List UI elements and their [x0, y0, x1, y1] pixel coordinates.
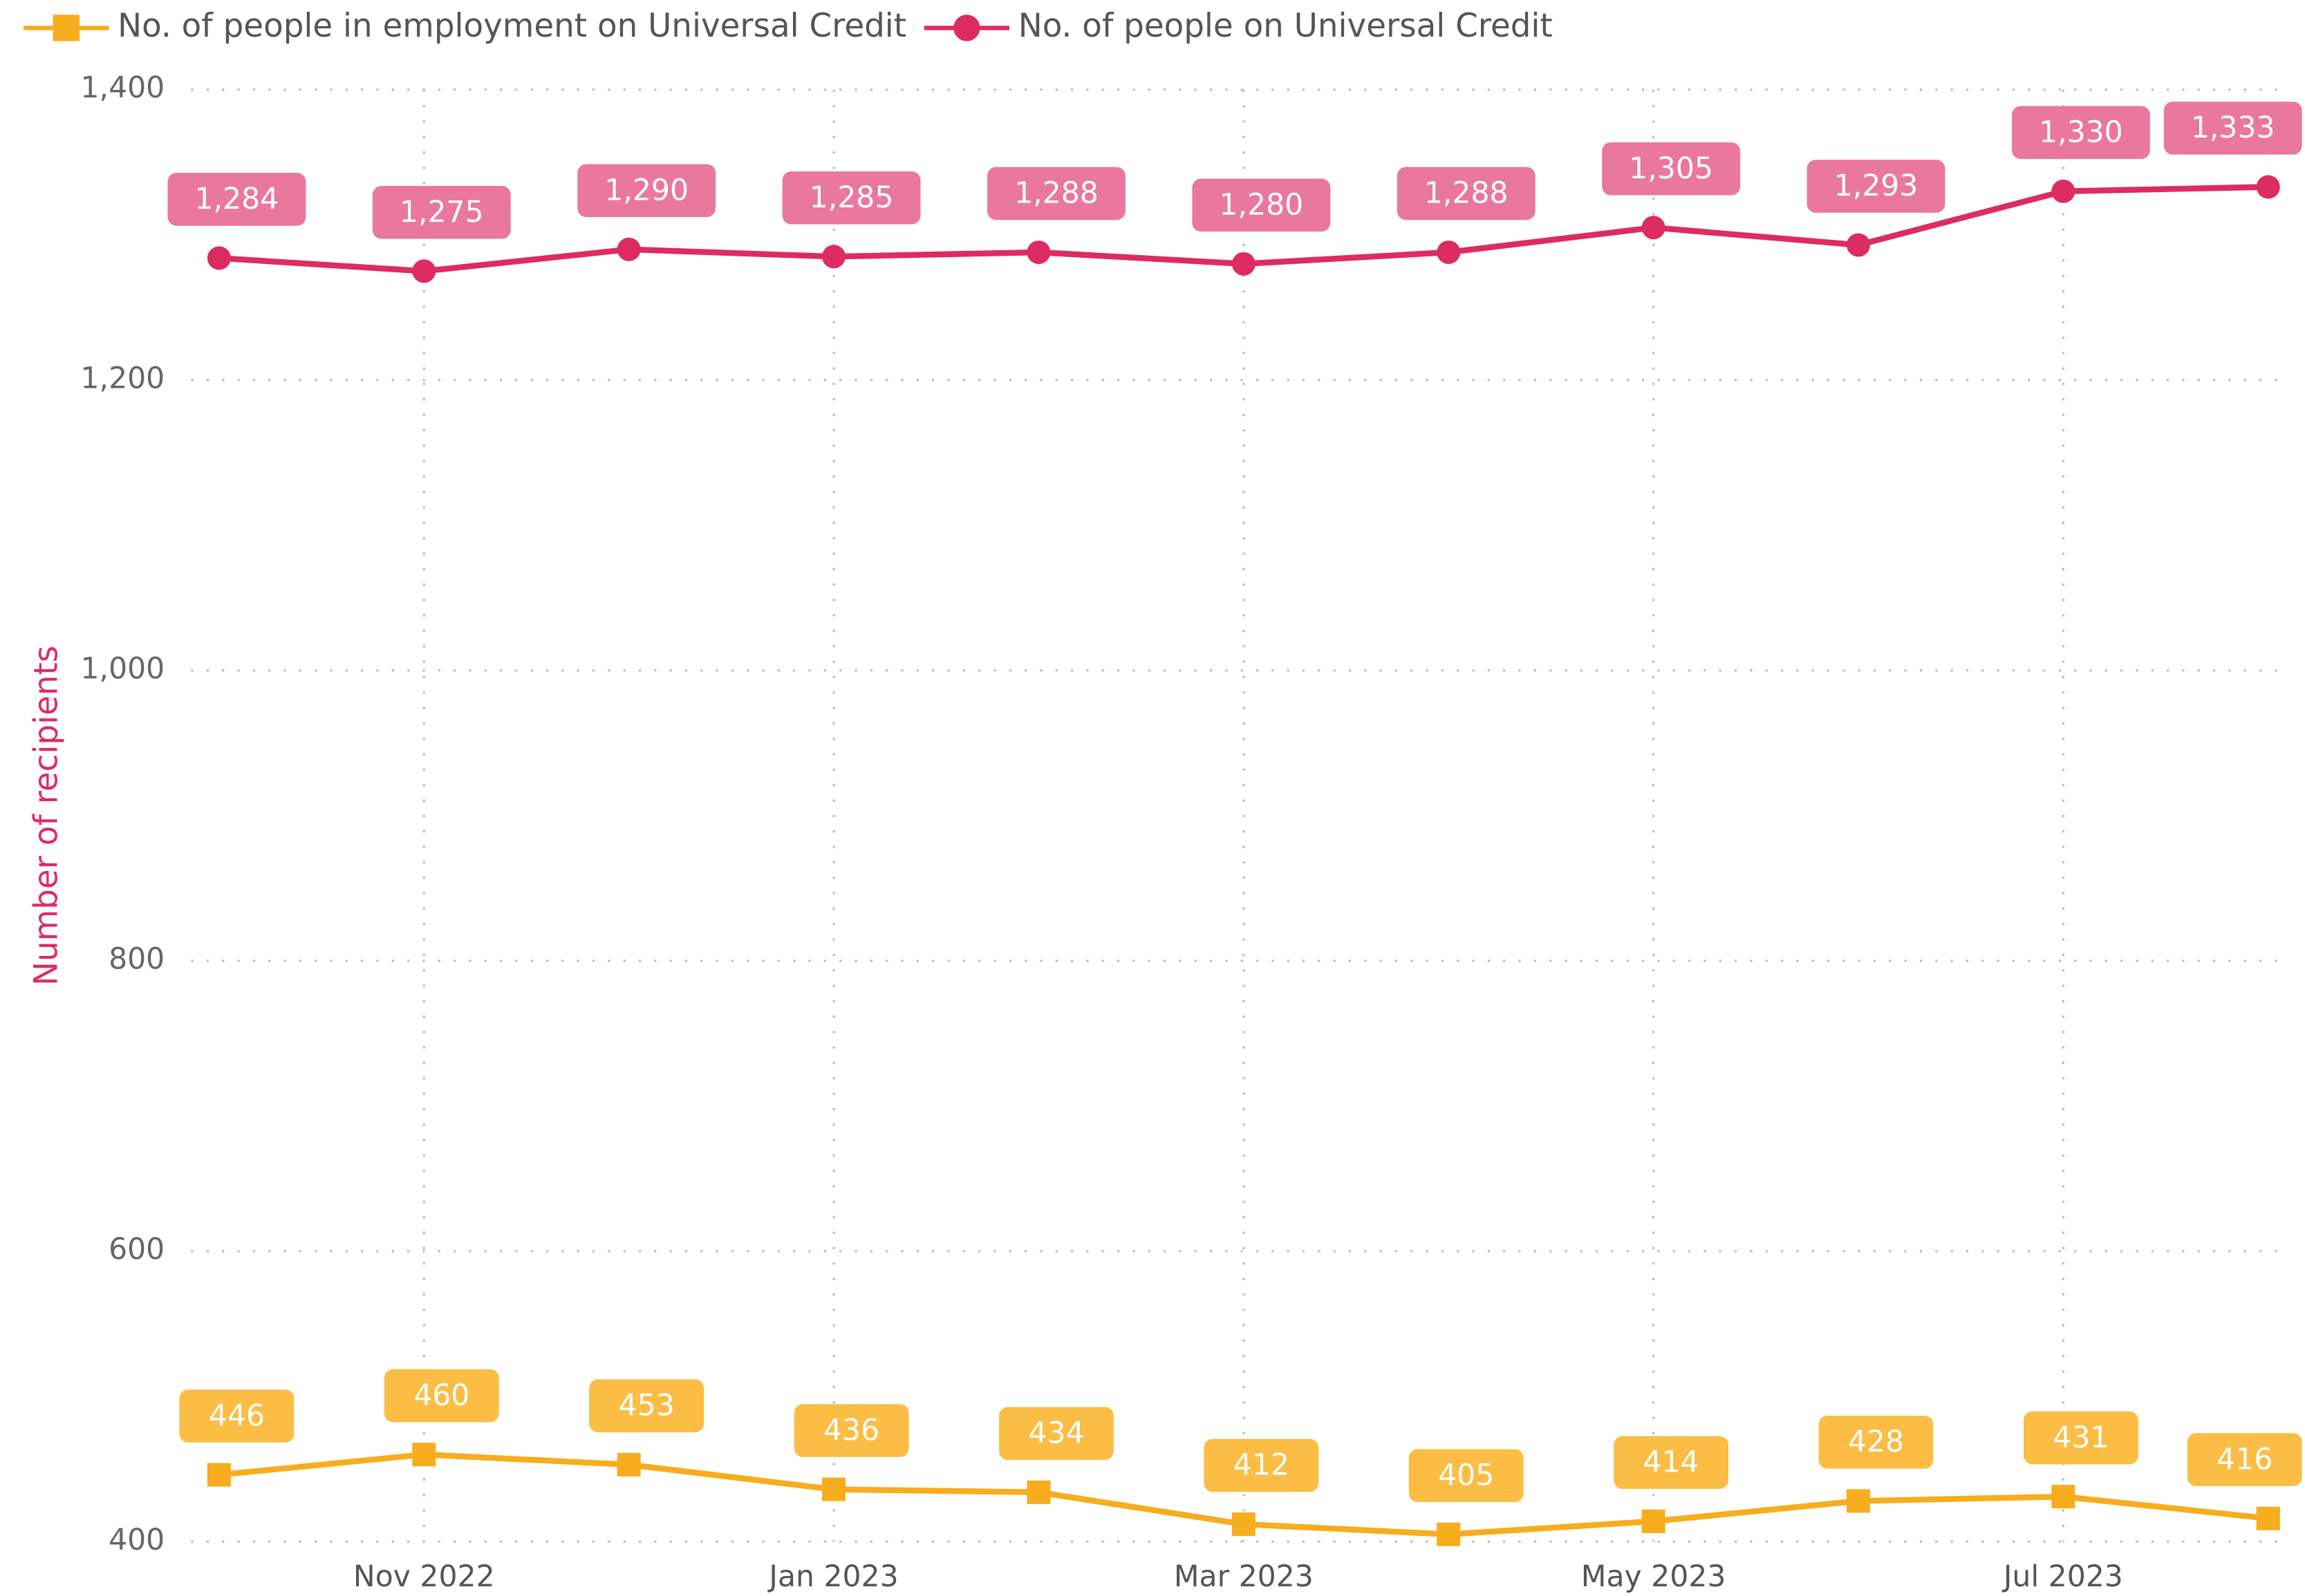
data-label: 1,288 [1014, 177, 1099, 211]
point [2256, 1506, 2280, 1530]
data-label-box [987, 167, 1126, 220]
data-label-box [1602, 142, 1741, 196]
point [1027, 1480, 1051, 1504]
x-tick-label: Nov 2022 [353, 1560, 495, 1594]
legend-label: No. of people on Universal Credit [1018, 8, 1553, 45]
data-label-box [999, 1407, 1114, 1461]
point [1027, 240, 1051, 264]
data-label: 412 [1233, 1449, 1289, 1483]
point [1437, 1522, 1461, 1546]
data-label-box [1204, 1438, 1319, 1492]
point [207, 246, 231, 270]
data-label: 416 [2217, 1443, 2273, 1476]
point [822, 245, 846, 269]
point [617, 1452, 641, 1477]
y-tick-label: 1,200 [81, 362, 165, 395]
data-label: 428 [1848, 1425, 1904, 1459]
data-label-box [1807, 160, 1945, 213]
data-label: 414 [1643, 1446, 1699, 1480]
data-label: 1,293 [1834, 169, 1919, 203]
data-label: 431 [2053, 1421, 2109, 1455]
data-label-box [589, 1379, 704, 1433]
point [2256, 175, 2280, 199]
y-axis-label: Number of recipients [28, 646, 66, 986]
data-label: 1,330 [2039, 115, 2123, 149]
data-label: 1,333 [2191, 111, 2275, 145]
data-label-box [1818, 1416, 1934, 1469]
data-label: 453 [619, 1389, 675, 1423]
data-label-box [384, 1369, 499, 1423]
data-label: 1,275 [400, 196, 484, 229]
data-label-box [167, 173, 306, 226]
legend-marker [953, 15, 980, 41]
point [2051, 179, 2075, 203]
y-tick-label: 1,000 [81, 652, 165, 686]
point [1846, 1489, 1870, 1513]
x-tick-label: Jan 2023 [767, 1560, 898, 1594]
data-label: 436 [823, 1414, 879, 1447]
y-tick-label: 800 [109, 943, 165, 977]
data-label: 434 [1028, 1416, 1084, 1450]
data-label-box [2187, 1433, 2302, 1486]
y-tick-label: 400 [109, 1523, 165, 1557]
x-tick-label: Mar 2023 [1174, 1560, 1314, 1594]
data-label: 1,305 [1629, 152, 1713, 186]
data-label-box [1408, 1449, 1524, 1503]
x-tick-label: May 2023 [1581, 1560, 1726, 1594]
point [1641, 1509, 1665, 1533]
point [2051, 1485, 2075, 1509]
data-label-box [2023, 1411, 2138, 1465]
data-label-box [1614, 1436, 1729, 1490]
point [207, 1463, 231, 1487]
data-label-box [794, 1404, 909, 1457]
data-label: 1,290 [604, 173, 689, 207]
data-label-box [2163, 102, 2302, 155]
y-tick-label: 1,400 [81, 71, 165, 105]
data-label: 446 [209, 1399, 265, 1433]
point [412, 1443, 436, 1467]
y-tick-label: 600 [109, 1233, 165, 1267]
data-label: 1,288 [1424, 177, 1509, 211]
data-label: 1,284 [195, 182, 279, 216]
point [1641, 216, 1665, 240]
legend-marker [53, 15, 80, 41]
point [617, 237, 641, 261]
point [1846, 233, 1870, 257]
legend-label: No. of people in employment on Universal… [118, 8, 906, 45]
data-label-box [782, 171, 921, 225]
point [822, 1477, 846, 1501]
data-label-box [372, 185, 511, 239]
data-label: 405 [1438, 1458, 1494, 1492]
data-label: 460 [413, 1379, 469, 1413]
data-label-box [179, 1389, 295, 1443]
data-label-box [2011, 106, 2150, 159]
point [1231, 1512, 1256, 1537]
x-tick-label: Jul 2023 [2001, 1560, 2123, 1594]
data-label-box [1192, 178, 1331, 232]
point [1437, 240, 1461, 264]
data-label: 1,280 [1219, 188, 1303, 222]
point [412, 259, 436, 283]
data-label-box [577, 164, 716, 217]
data-label-box [1397, 167, 1536, 220]
point [1231, 252, 1256, 276]
data-label: 1,285 [810, 181, 894, 215]
